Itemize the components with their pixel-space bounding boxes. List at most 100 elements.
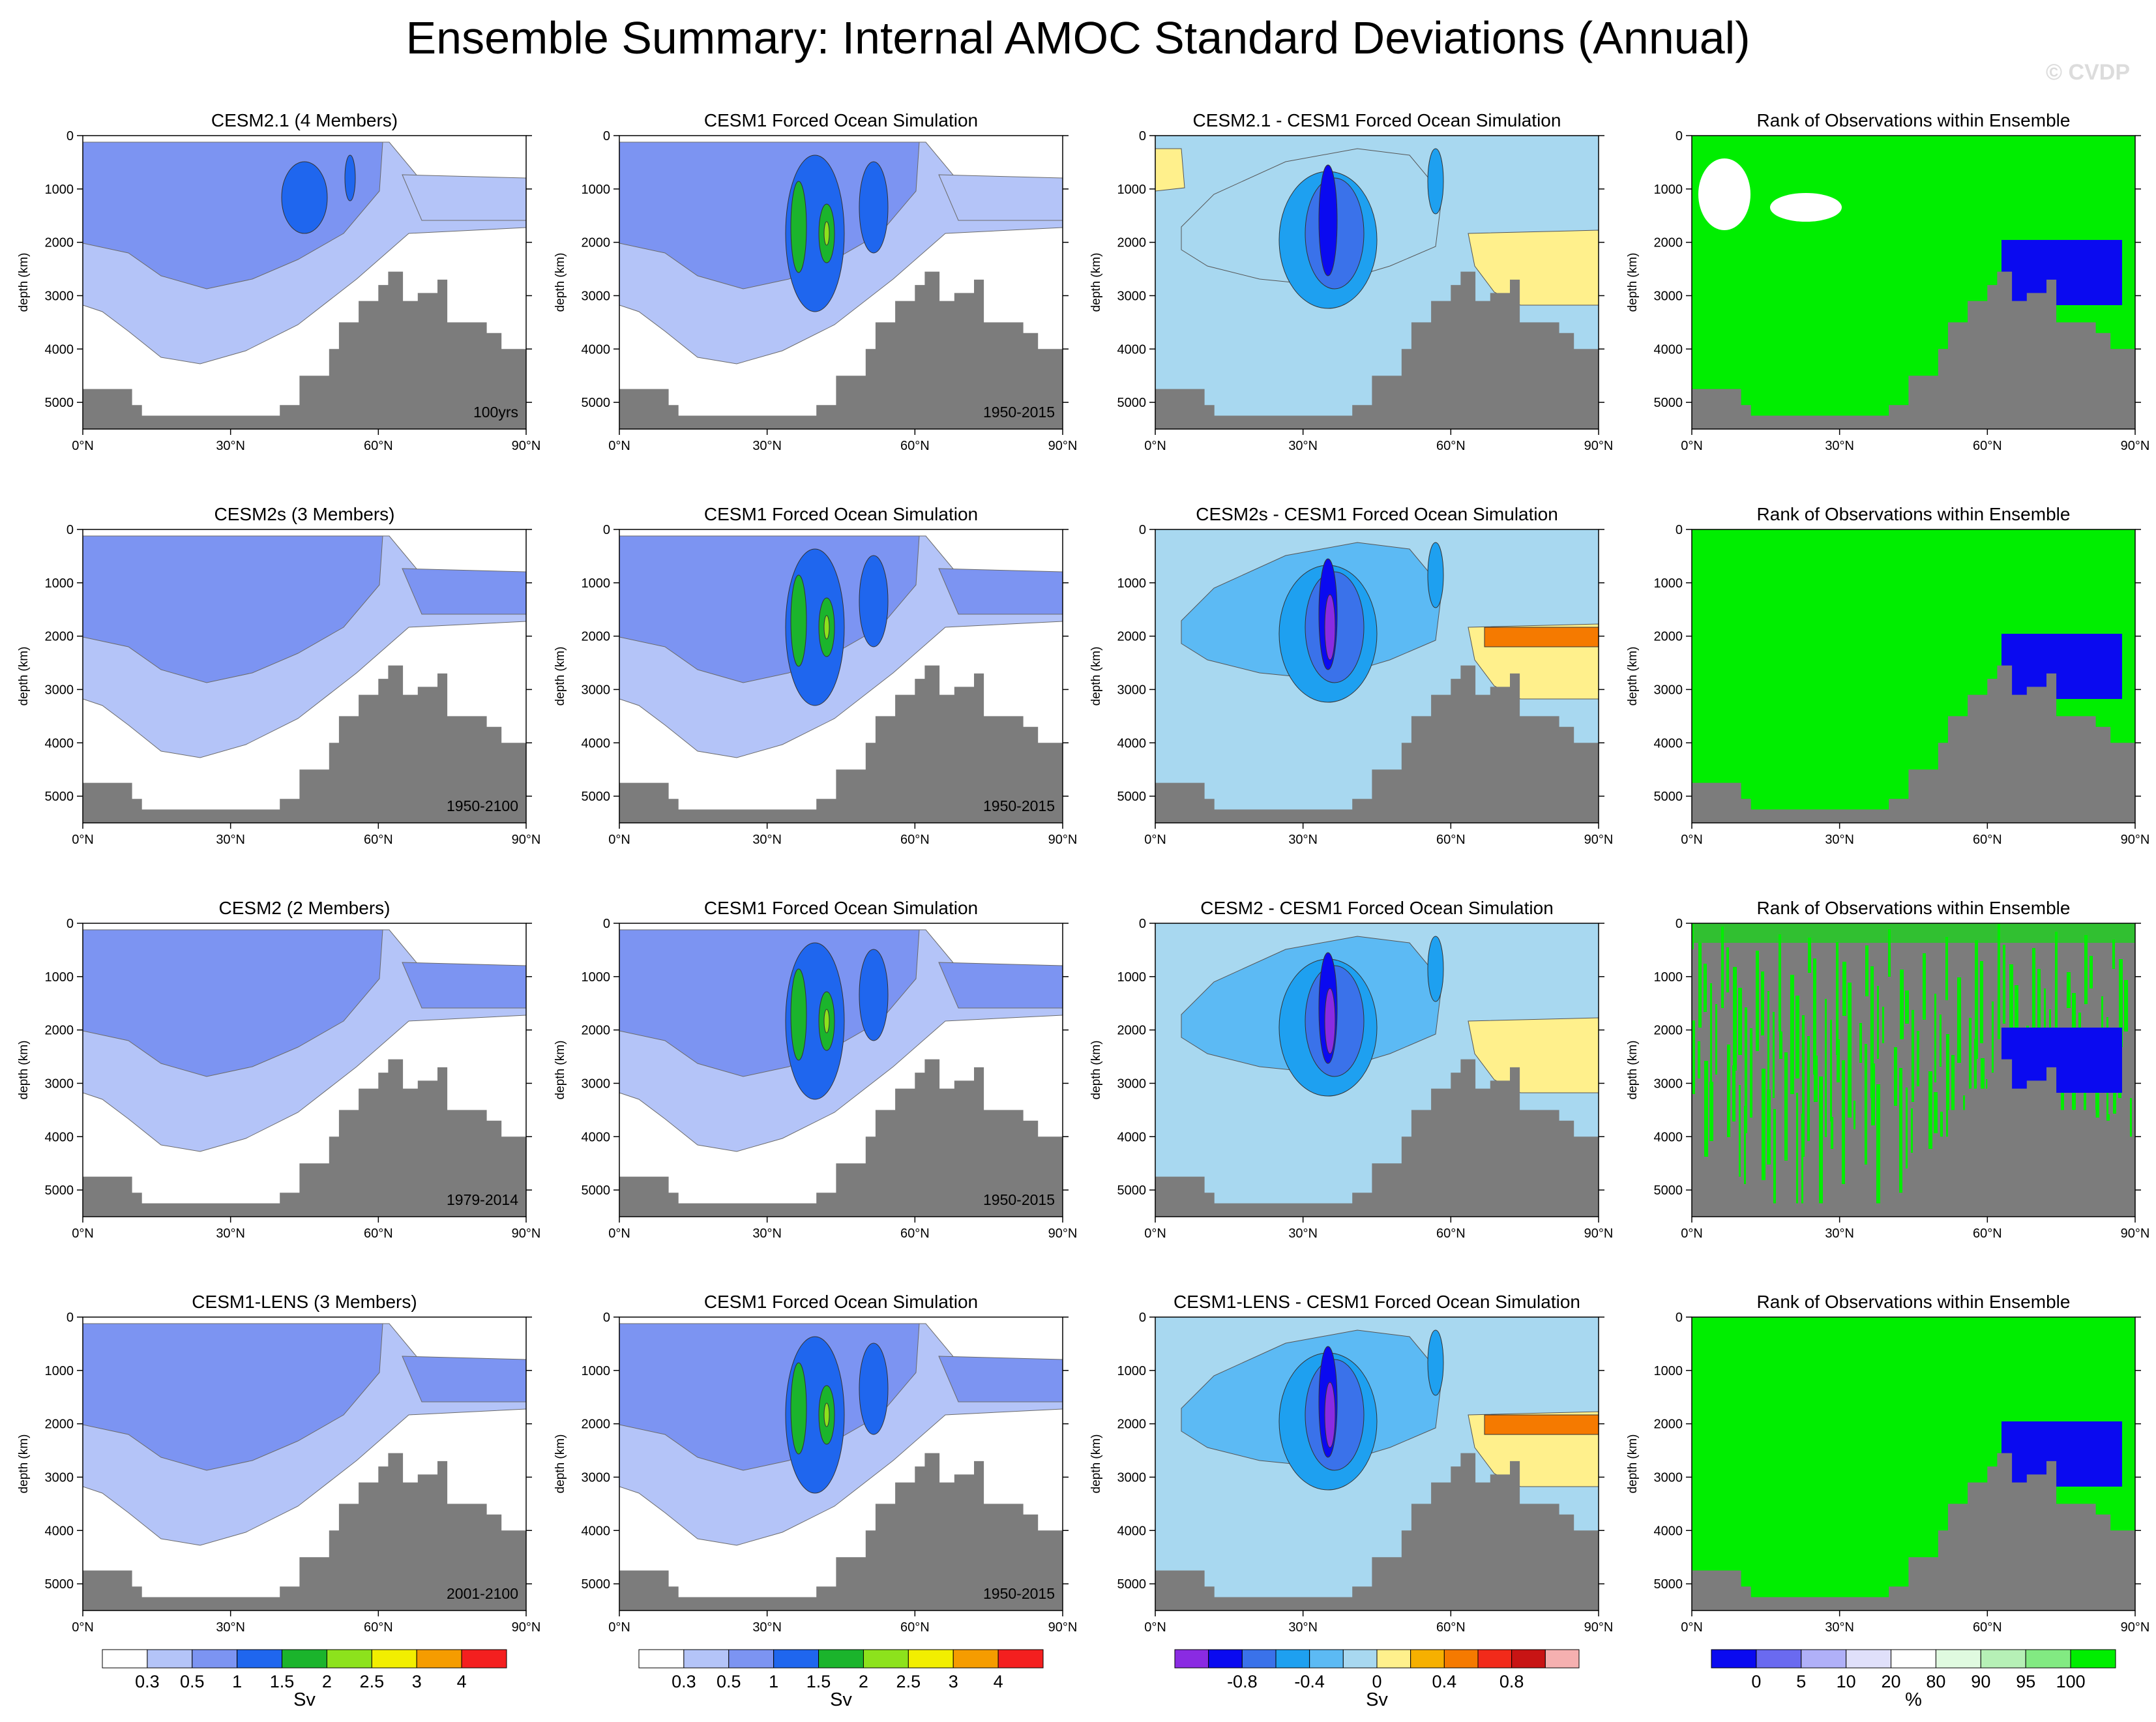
colorbar-swatch (147, 1649, 193, 1669)
x-tick-label: 0°N (72, 439, 94, 453)
x-tick-label: 90°N (1048, 1226, 1078, 1241)
watermark: © CVDP (2046, 60, 2130, 85)
colorbar-label: 20 (1882, 1672, 1901, 1691)
panel-title: Rank of Observations within Ensemble (1757, 1292, 2071, 1312)
colorbar-unit: % (1905, 1689, 1922, 1710)
y-axis-label: depth (km) (17, 647, 31, 706)
rank-100-streak (1951, 1055, 1955, 1129)
x-tick-label: 90°N (512, 1226, 541, 1241)
rank-100-streak (1698, 1041, 1700, 1078)
y-tick-label: 3000 (582, 683, 611, 697)
panel-r1c3: CESM2.1 - CESM1 Forced Ocean Simulation 0… (1089, 110, 1613, 453)
bathymetry (1155, 665, 1599, 823)
y-tick-label: 4000 (1117, 736, 1147, 750)
rank-100-streak (1859, 1023, 1862, 1063)
y-tick-label: 4000 (45, 342, 74, 357)
rank-100-streak (1779, 934, 1781, 1032)
x-tick-label: 90°N (1584, 1620, 1614, 1635)
contour-25-sv (823, 615, 830, 640)
colorbar-swatch (1756, 1649, 1802, 1669)
bathymetry (83, 665, 526, 823)
rank-100-streak (1894, 1047, 1897, 1106)
x-tick-label: 30°N (216, 1620, 245, 1635)
rank-100-streak (1900, 970, 1904, 1039)
rank-100-streak (2044, 988, 2046, 1028)
rank-100-streak (1761, 972, 1764, 1035)
rank-100-streak (1975, 940, 1978, 1059)
plot-frame (1155, 923, 1599, 1217)
x-tick-label: 90°N (512, 833, 541, 847)
bathymetry (1692, 1059, 2135, 1217)
bathymetry (619, 271, 1063, 429)
y-tick-label: 0 (1139, 1311, 1146, 1325)
diff-band-pos-02-south (1155, 148, 1185, 192)
plot-frame (82, 529, 527, 824)
plot-area (619, 136, 1063, 429)
x-tick-label: 30°N (1825, 1620, 1854, 1635)
contour-2-sv (790, 1362, 807, 1455)
colorbar-label: 0 (1751, 1672, 1761, 1691)
rank-100-streak (1882, 1007, 1884, 1043)
colorbar-swatch (1980, 1649, 2026, 1669)
panel-title: CESM1-LENS - CESM1 Forced Ocean Simulati… (1174, 1292, 1580, 1312)
y-tick-label: 1000 (1117, 576, 1147, 591)
contour-arctic (402, 962, 526, 1009)
plot-frame (1155, 1316, 1599, 1611)
rank-100-streak (1744, 1106, 1746, 1184)
colorbar-label: 2.5 (896, 1672, 921, 1691)
rank-100-streak (1819, 1076, 1823, 1204)
y-tick-label: 0 (66, 1311, 74, 1325)
panel-r4c3: CESM1-LENS - CESM1 Forced Ocean Simulati… (1089, 1292, 1613, 1635)
x-tick-label: 0°N (72, 1620, 94, 1635)
colorbar-swatch (1208, 1649, 1243, 1669)
y-tick-label: 1000 (1654, 1364, 1683, 1378)
colorbar-label: 2 (322, 1672, 332, 1691)
plot-area (83, 1317, 526, 1611)
x-tick-label: 30°N (216, 833, 245, 847)
contour-1-sv (83, 1323, 383, 1471)
plot-frame (619, 529, 1063, 824)
rank-100-streak (2119, 959, 2123, 1047)
y-tick-label: 0 (603, 917, 610, 931)
contour-15-sv-east (859, 949, 889, 1041)
rank-100-streak (1876, 1084, 1880, 1217)
rank-100-streak (1853, 1101, 1855, 1129)
plot-frame (1155, 529, 1599, 824)
x-tick-label: 60°N (1973, 1620, 2002, 1635)
colorbar-swatch (997, 1649, 1044, 1669)
colorbar-1: 0.3 0.5 1 1.5 2 2.5 3 4 Sv (102, 1649, 507, 1710)
colorbar-swatch (102, 1649, 148, 1669)
y-tick-label: 3000 (582, 1470, 611, 1485)
y-tick-label: 2000 (1654, 236, 1683, 250)
rank-100-streak (1814, 1056, 1818, 1102)
colorbar-label: 10 (1837, 1672, 1856, 1691)
x-tick-label: 0°N (1144, 1226, 1166, 1241)
colorbar-swatch (1544, 1649, 1580, 1669)
y-tick-label: 5000 (582, 790, 611, 804)
rank-100-streak (1732, 1065, 1735, 1121)
colorbar-swatch (1935, 1649, 1981, 1669)
rank-100-streak (1911, 1108, 1913, 1153)
x-tick-label: 0°N (608, 833, 630, 847)
period-label: 1950-2100 (447, 797, 518, 814)
x-tick-label: 60°N (1436, 1620, 1466, 1635)
x-tick-label: 30°N (752, 1620, 782, 1635)
colorbar-label: 0.4 (1432, 1672, 1457, 1691)
rank-100-streak (1980, 961, 1983, 1043)
colorbar-label: 1.5 (806, 1672, 831, 1691)
x-tick-label: 90°N (2121, 439, 2150, 453)
rank-100-top (1692, 923, 2135, 943)
panel-r2c4: Rank of Observations within Ensemble 0 100… (1626, 504, 2149, 847)
panel-title: CESM2.1 (4 Members) (211, 110, 398, 130)
rank-100-streak (1790, 975, 1794, 1094)
bathymetry (1692, 665, 2135, 823)
y-axis-label: depth (km) (554, 647, 567, 706)
y-axis-label: depth (km) (554, 1434, 567, 1494)
rank-100-streak (1946, 1034, 1949, 1145)
rank-100-streak (2084, 935, 2088, 1004)
colorbar-unit: Sv (830, 1689, 852, 1710)
y-axis-label: depth (km) (1089, 647, 1103, 706)
rank-100-streak (1974, 1039, 1977, 1110)
y-tick-label: 2000 (45, 1418, 74, 1432)
contour-15-sv-east (344, 155, 356, 201)
